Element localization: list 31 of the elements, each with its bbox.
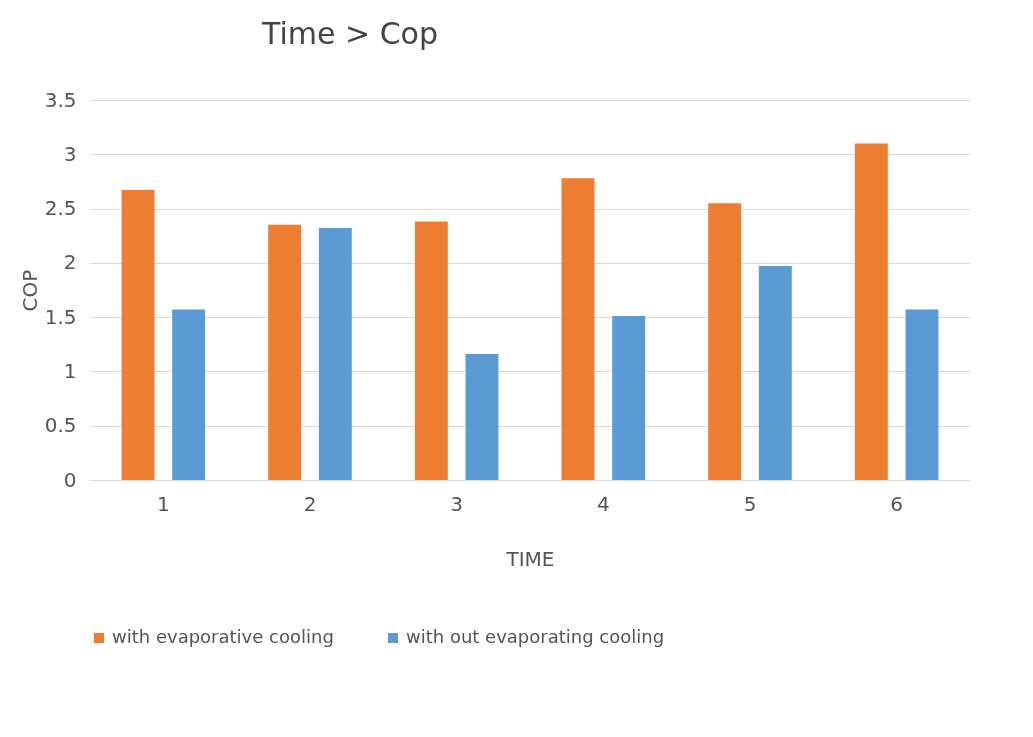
bar: [708, 203, 742, 480]
y-tick-label: 0: [63, 467, 77, 492]
bar: [465, 354, 499, 480]
y-tick-label: 1: [63, 358, 77, 383]
bar: [905, 309, 939, 480]
y-tick-label: 0.5: [44, 413, 77, 438]
y-axis-title: COP: [17, 269, 42, 312]
x-tick-label: 5: [743, 491, 757, 516]
bar: [854, 143, 888, 480]
x-axis-title: TIME: [505, 546, 555, 571]
x-tick-label: 6: [890, 491, 904, 516]
bar: [561, 178, 595, 480]
bar: [172, 309, 206, 480]
bar: [268, 224, 302, 480]
bar: [121, 190, 155, 480]
bar: [758, 266, 792, 480]
bar: [612, 316, 646, 480]
legend-label: with out evaporating cooling: [406, 626, 665, 647]
y-tick-label: 1.5: [44, 304, 77, 329]
x-tick-label: 3: [450, 491, 464, 516]
x-tick-label: 1: [156, 491, 170, 516]
y-tick-label: 3: [63, 141, 77, 166]
legend-label: with evaporative cooling: [112, 626, 334, 647]
y-tick-label: 3.5: [44, 87, 77, 112]
bar: [414, 221, 448, 480]
y-tick-label: 2.5: [44, 196, 77, 221]
x-tick-label: 4: [596, 491, 610, 516]
y-tick-label: 2: [63, 250, 77, 275]
bar: [318, 228, 352, 480]
x-tick-label: 2: [303, 491, 317, 516]
chart-title: Time > Cop: [261, 16, 438, 51]
